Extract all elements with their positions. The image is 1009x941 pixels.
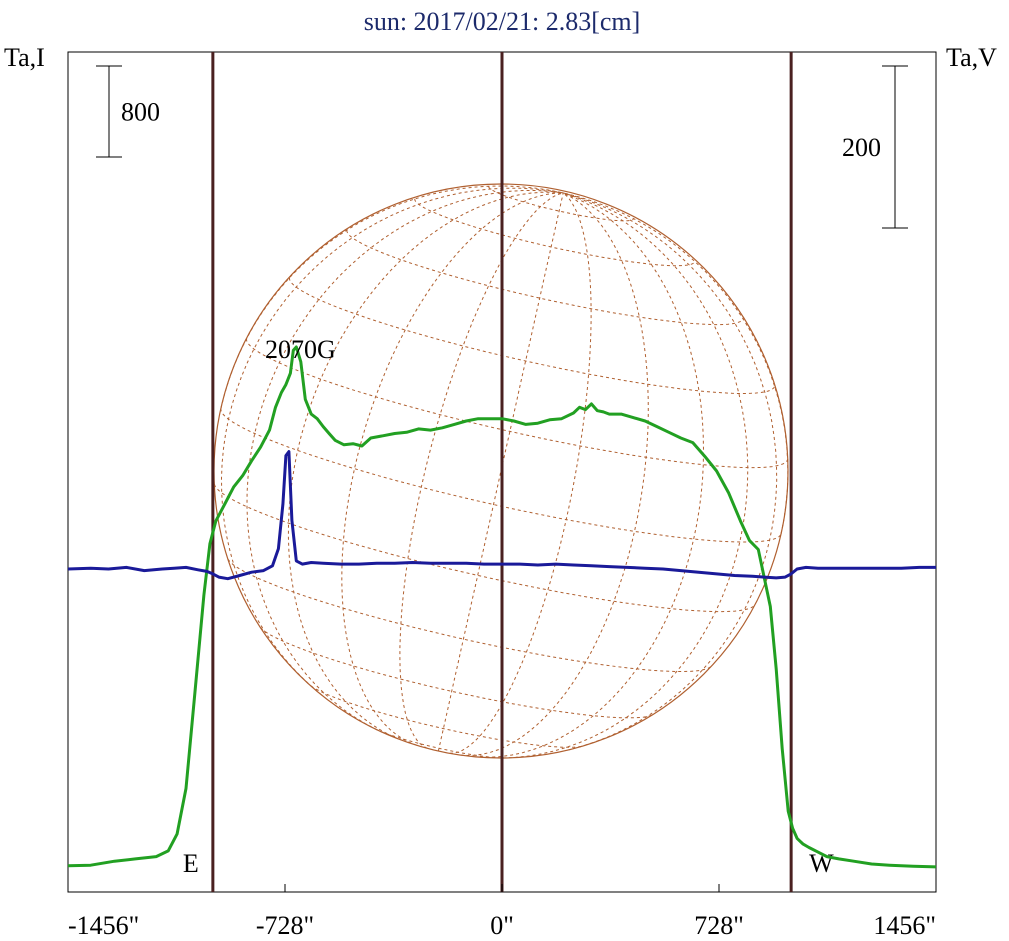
chart-title: sun: 2017/02/21: 2.83[cm] xyxy=(364,7,641,36)
longitude-line xyxy=(399,192,564,749)
latitude-line xyxy=(289,277,776,394)
series-line-polarization xyxy=(67,450,936,581)
latitude-line xyxy=(260,627,652,719)
longitude-line xyxy=(341,192,564,746)
latitude-line xyxy=(213,484,756,613)
longitude-line xyxy=(563,192,789,534)
latitude-line xyxy=(414,198,696,267)
longitude-line xyxy=(246,190,564,731)
longitude-line xyxy=(502,192,749,759)
solar-disk xyxy=(213,183,789,759)
x-tick-label: 728" xyxy=(694,911,744,940)
scale-bar-right: 200 xyxy=(842,65,908,229)
scale-bar-label: 800 xyxy=(121,98,160,127)
y-axis-label-right: Ta,V xyxy=(946,43,997,72)
y-axis-label-left: Ta,I xyxy=(4,43,45,72)
marker-label: E xyxy=(183,849,199,878)
x-tick-label: -728" xyxy=(256,911,314,940)
longitude-line xyxy=(563,192,778,751)
latitude-line xyxy=(310,685,582,748)
longitude-line xyxy=(449,192,592,754)
latitude-line xyxy=(346,230,744,326)
longitude-line xyxy=(480,192,705,758)
x-tick-label: 0" xyxy=(490,911,514,940)
solar-disk-grid xyxy=(213,185,789,759)
longitude-line xyxy=(287,191,564,740)
longitude-line xyxy=(460,192,649,757)
annotation-label: 2070G xyxy=(265,335,336,364)
longitude-line xyxy=(220,187,564,696)
x-tick-label: -1456" xyxy=(68,911,139,940)
longitude-line xyxy=(220,185,564,409)
latitude-line xyxy=(220,408,782,543)
latitude-line xyxy=(227,558,711,672)
scale-bar-label: 200 xyxy=(842,133,881,162)
x-tick-label: 1456" xyxy=(873,911,936,940)
series-line-intensity xyxy=(67,345,937,869)
scale-bar-left: 800 xyxy=(96,65,160,158)
